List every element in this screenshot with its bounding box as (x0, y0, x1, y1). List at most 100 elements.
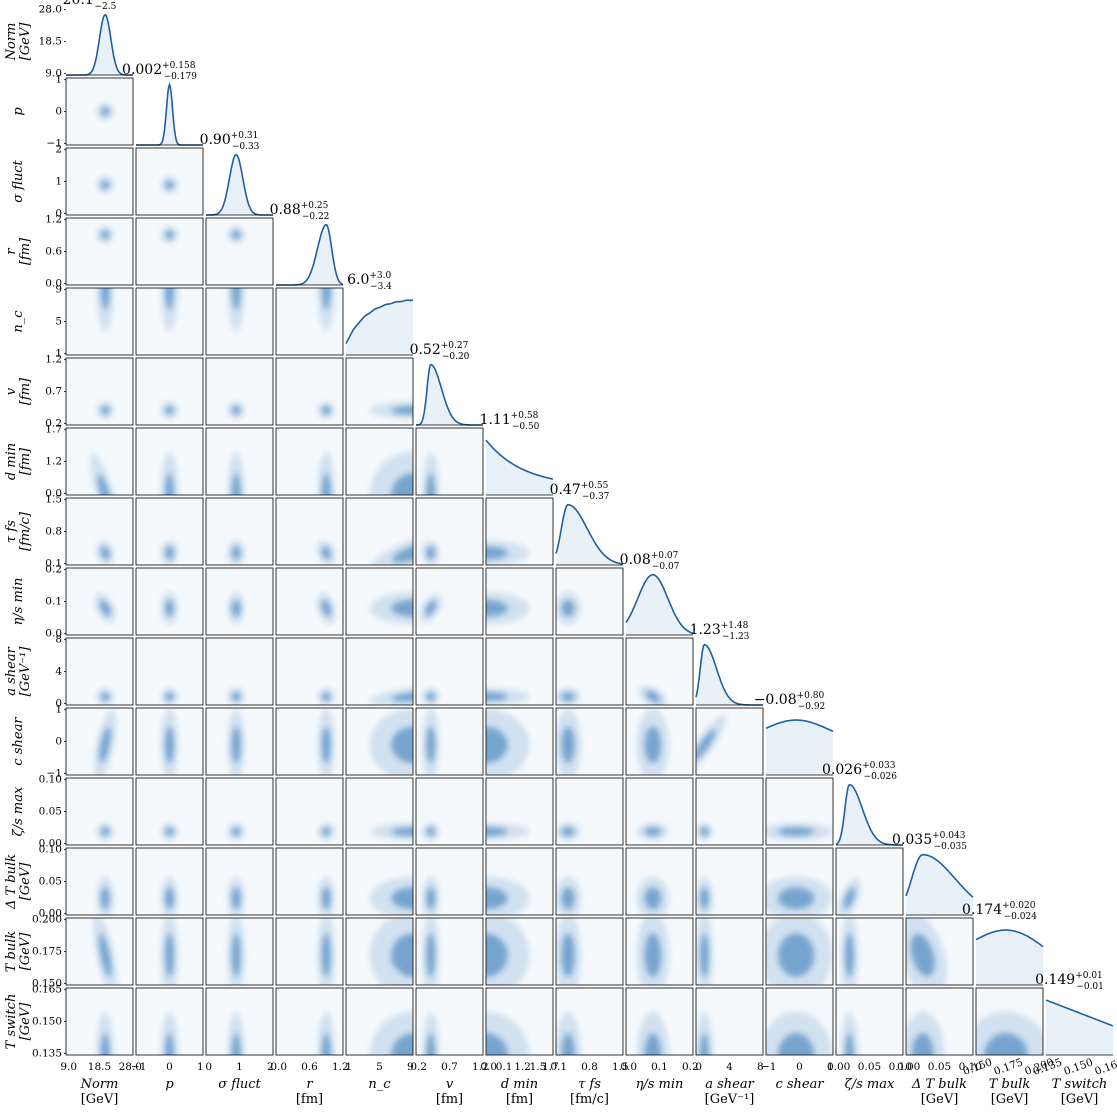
density-core (321, 726, 331, 763)
xtick-norm: 18.5 (88, 1061, 111, 1073)
panel-t_bulk-vs-c_shear (765, 917, 834, 986)
panel-frame (345, 567, 414, 636)
panel-tau_fs-vs-r (275, 497, 344, 566)
density-core (321, 933, 331, 977)
xtick-a_shear: 0 (695, 1061, 702, 1073)
marginal-fill-zeta_s_max (836, 784, 903, 845)
panel-zeta_s_max-vs-n_c (345, 777, 414, 846)
summary-norm: 20.1+2.6−2.5 (63, 0, 117, 12)
panel-delta_t_bulk-vs-zeta_s_max (835, 847, 904, 916)
panel-t_bulk-vs-n_c (345, 917, 414, 986)
panel-a_shear-vs-v (415, 637, 484, 706)
panel-frame (485, 567, 554, 636)
panel-frame (835, 847, 904, 916)
marginal-line-t_bulk (975, 929, 1044, 948)
xlabel-v: v (446, 1077, 454, 1092)
density-core (321, 1033, 331, 1055)
panel-zeta_s_max-vs-c_shear (765, 777, 834, 846)
svg-text:η/s min: η/s min (11, 578, 26, 626)
ylabel-sigma_fluct: σ fluct (11, 159, 26, 202)
density-core (165, 180, 174, 190)
panel-frame (275, 987, 344, 1056)
xtick-a_shear: 4 (726, 1061, 733, 1073)
density-core (700, 933, 709, 977)
panel-frame (345, 427, 414, 496)
ylabel-norm: Norm[GeV] (4, 22, 33, 62)
svg-text:ζ/s max: ζ/s max (11, 786, 26, 836)
marginal-fill-sigma_fluct (206, 154, 273, 215)
panel-t_switch-vs-zeta_s_max (835, 987, 904, 1056)
panel-t_switch-vs-t_bulk (975, 987, 1044, 1056)
ytick-v: 0.7 (45, 386, 62, 398)
panel-t_bulk-vs-zeta_s_max (835, 917, 904, 986)
panel-frame (555, 567, 624, 636)
xlabel-t_switch: [GeV] (1061, 1092, 1099, 1107)
panel-frame (205, 497, 274, 566)
panel-r-vs-norm (65, 217, 134, 286)
density-core (165, 230, 174, 240)
xtick-d_min: 1.2 (514, 1061, 531, 1073)
density-core (100, 887, 110, 910)
xtick-c_shear: −1 (761, 1061, 776, 1073)
summary-n_c: 6.0+3.0 −3.4 (347, 271, 392, 292)
panel-a_shear-vs-eta_s_min (625, 637, 694, 706)
xlabel-t_bulk: T bulk (989, 1077, 1031, 1092)
panel-zeta_s_max-vs-a_shear (695, 777, 764, 846)
xlabel-zeta_s_max: ζ/s max (845, 1077, 895, 1092)
panel-sigma_fluct-vs-sigma_fluct (206, 153, 273, 216)
ytick-norm: 18.5 (39, 36, 62, 48)
summary-c_shear: −0.08+0.80 −0.92 (754, 691, 826, 712)
xtick-r: 1.2 (332, 1061, 349, 1073)
xtick-d_min: 0.1 (496, 1061, 513, 1073)
density-core (561, 933, 575, 977)
panel-sigma_fluct-vs-norm (65, 147, 134, 216)
xtick-d_min: 1.5 (530, 1061, 547, 1073)
panel-zeta_s_max-vs-norm (65, 777, 134, 846)
marginal-fill-p (136, 84, 203, 145)
panel-t_switch-vs-sigma_fluct (205, 987, 274, 1056)
density-core (911, 1033, 934, 1055)
ytick-t_switch: 0.165 (32, 984, 62, 996)
panel-frame (485, 987, 554, 1056)
density-core (426, 827, 436, 836)
density-core (231, 230, 241, 240)
marginal-fill-r (276, 224, 343, 285)
panel-delta_t_bulk-vs-c_shear (765, 847, 834, 916)
ytick-n_c: 1 (55, 347, 62, 359)
panel-t_bulk-vs-a_shear (695, 917, 764, 986)
panel-n_c-vs-p (135, 287, 204, 356)
ytick-r: 0.0 (45, 277, 62, 289)
density-core (843, 888, 856, 909)
panel-d_min-vs-r (275, 427, 344, 496)
xlabel-t_switch: T switch (1052, 1077, 1108, 1092)
panel-frame (275, 427, 344, 496)
summary-v: 0.52+0.27 −0.20 (410, 341, 470, 362)
panel-zeta_s_max-vs-d_min (485, 777, 554, 846)
marginal-fill-d_min (486, 440, 553, 495)
panel-frame (275, 567, 344, 636)
panel-a_shear-vs-r (275, 637, 344, 706)
marginal-line-n_c (345, 299, 414, 344)
density-core (426, 933, 436, 977)
panel-frame (485, 917, 554, 986)
ytick-delta_t_bulk: 0.05 (39, 876, 62, 888)
panel-norm-vs-norm (66, 13, 133, 76)
panel-tau_fs-vs-d_min (485, 497, 554, 566)
panel-delta_t_bulk-vs-v (415, 847, 484, 916)
panel-frame (275, 637, 344, 706)
panel-frame (205, 217, 274, 286)
panel-c_shear-vs-n_c (345, 707, 414, 776)
ytick-zeta_s_max: 0.00 (39, 837, 62, 849)
panel-t_switch-vs-v (415, 987, 484, 1056)
ytick-norm: 9.0 (45, 67, 62, 79)
panel-frame (485, 637, 554, 706)
ytick-c_shear: 0 (55, 736, 62, 748)
ytick-sigma_fluct: 2 (55, 144, 62, 156)
density-core (165, 405, 174, 415)
ytick-d_min: 0.0 (45, 487, 62, 499)
ytick-n_c: 9 (55, 284, 62, 296)
ytick-a_shear: 8 (55, 634, 62, 646)
panel-eta_s_min-vs-sigma_fluct (205, 567, 274, 636)
xlabel-t_bulk: [GeV] (991, 1092, 1029, 1107)
density-core (100, 180, 110, 190)
